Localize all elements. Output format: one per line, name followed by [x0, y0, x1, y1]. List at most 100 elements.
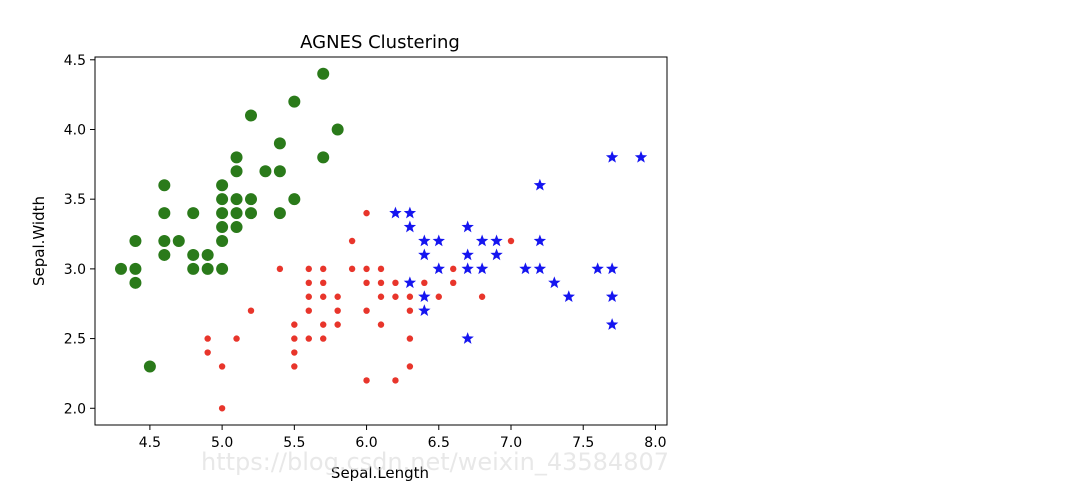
chart-title: AGNES Clustering	[300, 32, 460, 53]
data-point-dot	[406, 335, 414, 342]
data-point-circle	[245, 207, 257, 220]
data-point-dot	[377, 279, 385, 287]
data-point-dot	[305, 307, 312, 314]
data-point-circle	[129, 235, 142, 247]
data-point-circle	[273, 137, 286, 150]
data-point-dot	[291, 335, 298, 342]
data-point-star	[461, 332, 474, 344]
data-point-dot	[348, 265, 356, 273]
data-point-dot	[478, 293, 486, 300]
data-point-dot	[305, 265, 312, 273]
x-tick-label: 6.5	[428, 435, 450, 451]
data-point-dot	[291, 349, 298, 356]
y-axis-label: Sepal.Width	[30, 196, 48, 286]
data-point-star	[461, 262, 474, 275]
x-tick-label: 5.5	[283, 435, 305, 451]
series-3	[389, 150, 648, 344]
data-point-circle	[273, 165, 286, 178]
data-point-dot	[406, 293, 414, 300]
data-point-dot	[392, 377, 399, 384]
data-point-dot	[377, 321, 385, 328]
data-point-circle	[129, 276, 142, 289]
data-point-circle	[172, 235, 185, 247]
x-tick-label: 8.0	[644, 435, 666, 451]
data-point-circle	[288, 193, 301, 206]
data-point-star	[418, 234, 431, 247]
data-point-circle	[158, 235, 171, 247]
y-tick-label: 3.5	[64, 192, 86, 208]
data-point-dot	[305, 279, 312, 287]
x-tick-label: 7.5	[572, 435, 594, 451]
data-point-dot	[406, 307, 414, 314]
data-point-star	[605, 150, 619, 163]
x-tick-label: 4.5	[139, 435, 161, 451]
data-point-dot	[320, 279, 327, 287]
y-tick-label: 3.0	[64, 262, 86, 278]
data-point-circle	[187, 262, 200, 275]
y-tick-label: 4.0	[64, 122, 86, 138]
series-2	[204, 209, 515, 412]
data-point-star	[490, 248, 503, 261]
data-point-circle	[143, 360, 156, 373]
data-point-circle	[317, 67, 330, 80]
y-tick-label: 2.5	[64, 332, 86, 348]
data-point-dot	[392, 279, 399, 287]
data-point-star	[403, 276, 417, 289]
data-point-star	[403, 206, 417, 219]
data-point-circle	[187, 207, 200, 220]
x-tick-label: 5.0	[211, 435, 233, 451]
data-point-star	[533, 234, 547, 247]
data-point-circle	[216, 235, 229, 247]
data-point-circle	[245, 193, 257, 206]
data-point-dot	[204, 349, 211, 356]
data-point-dot	[334, 307, 341, 314]
data-point-circle	[129, 262, 142, 275]
data-point-star	[605, 290, 619, 303]
data-point-circle	[230, 221, 243, 234]
data-point-circle	[273, 207, 286, 220]
x-tick-label: 6.0	[355, 435, 377, 451]
data-point-dot	[218, 405, 226, 412]
data-point-star	[475, 262, 489, 275]
data-point-dot	[450, 265, 457, 273]
data-point-dot	[334, 321, 341, 328]
data-point-dot	[392, 293, 399, 300]
data-point-dot	[320, 321, 327, 328]
data-point-star	[519, 262, 532, 275]
data-point-circle	[230, 193, 243, 206]
data-point-star	[403, 220, 417, 233]
data-point-star	[461, 248, 474, 261]
data-point-dot	[276, 265, 284, 273]
data-point-circle	[230, 207, 243, 220]
data-point-circle	[245, 109, 257, 122]
data-point-dot	[363, 377, 370, 384]
data-point-circle	[187, 248, 200, 261]
data-point-dot	[348, 237, 356, 245]
data-point-circle	[259, 165, 272, 178]
data-point-dot	[291, 363, 298, 370]
data-point-dot	[334, 293, 341, 300]
data-point-dot	[363, 209, 370, 217]
data-point-star	[605, 318, 619, 330]
x-tick-label: 7.0	[500, 435, 522, 451]
data-point-dot	[377, 265, 385, 273]
data-point-dot	[435, 293, 442, 300]
data-point-dot	[320, 335, 327, 342]
plot-area	[94, 56, 668, 426]
data-point-star	[389, 206, 402, 219]
data-point-dot	[363, 265, 370, 273]
data-point-circle	[331, 123, 344, 136]
data-point-star	[562, 290, 575, 303]
data-point-dot	[320, 293, 327, 300]
data-point-circle	[288, 95, 301, 108]
data-point-circle	[216, 179, 229, 192]
data-point-dot	[363, 279, 370, 287]
data-point-dot	[406, 363, 414, 370]
data-point-circle	[158, 248, 171, 261]
data-point-dot	[218, 363, 226, 370]
data-point-dot	[363, 307, 370, 314]
data-point-circle	[158, 207, 171, 220]
data-point-star	[591, 262, 604, 275]
data-point-circle	[317, 151, 330, 164]
